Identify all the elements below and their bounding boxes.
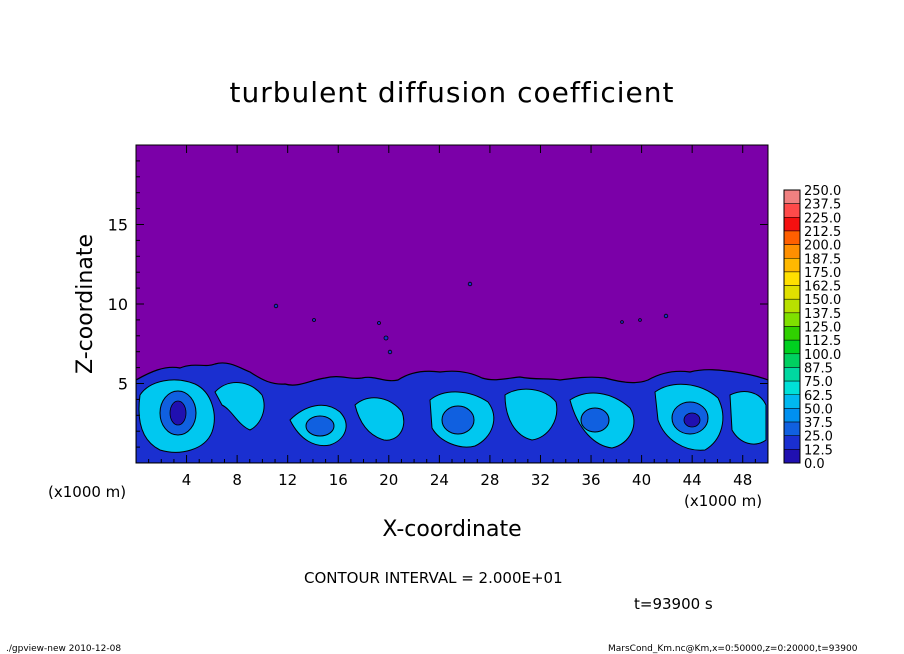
colorbar-label: 0.0 [804,457,825,472]
x-unit-right: (x1000 m) [684,492,762,510]
colorbar-swatch [783,339,801,355]
vortex-inner [169,400,701,428]
plot-area [136,145,768,463]
colorbar-swatch [783,258,801,273]
colorbar-label: 225.0 [804,211,841,226]
colorbar-swatch [783,449,801,464]
colorbar-swatch [783,312,801,327]
colorbar-label: 212.5 [804,225,841,240]
footer-left: ./gpview-new 2010-12-08 [6,644,121,654]
colorbar-swatch [783,203,801,218]
colorbar-swatch [783,189,801,204]
colorbar-label: 250.0 [804,184,841,199]
x-tick-label: 8 [232,471,242,489]
colorbar-label: 125.0 [804,321,841,336]
colorbar-swatch [783,421,801,436]
x-tick-label: 40 [632,471,651,489]
colorbar-frame [783,189,801,464]
x-axis-label: X-coordinate [382,517,521,542]
x-tick-label: 12 [278,471,297,489]
colorbar-swatch [783,285,801,300]
x-tick-label: 28 [480,471,499,489]
x-tick-label: 44 [683,471,702,489]
colorbar-swatch [783,408,801,423]
y-axis-label: Z-coordinate [73,234,98,374]
colorbar-label: 62.5 [804,389,833,404]
y-tick-label: 15 [108,216,128,235]
colorbar-label: 37.5 [804,416,833,431]
x-tick-label: 48 [733,471,752,489]
contour-interval-label: CONTOUR INTERVAL = 2.000E+01 [304,569,563,587]
colorbar-label: 75.0 [804,375,833,390]
x-unit-left: (x1000 m) [48,483,126,501]
colorbar-label: 50.0 [804,402,833,417]
x-axis-ticks: 4 8 12 16 20 24 28 32 36 40 44 48 [148,145,756,489]
colorbar-swatch [783,435,801,450]
colorbar-label: 150.0 [804,293,841,308]
colorbar-label: 162.5 [804,280,841,295]
colorbar-label: 137.5 [804,307,841,322]
x-tick-label: 16 [329,471,348,489]
colorbar-label: 237.5 [804,198,841,213]
chart-title: turbulent diffusion coefficient [230,76,675,109]
colorbar: 250.0237.5225.0212.5200.0187.5175.0162.5… [783,184,841,472]
colorbar-swatch [783,353,801,368]
colorbar-label: 87.5 [804,361,833,376]
colorbar-label: 25.0 [804,430,833,445]
x-tick-label: 36 [581,471,600,489]
x-tick-label: 20 [379,471,398,489]
colorbar-label: 187.5 [804,252,841,267]
colorbar-swatch [783,298,801,314]
time-label: t=93900 s [634,595,713,613]
vortex-regions [138,379,767,453]
x-tick-label: 24 [430,471,449,489]
colorbar-swatch [783,380,801,396]
colorbar-swatch [783,230,801,245]
y-tick-label: 5 [118,375,128,394]
colorbar-label: 112.5 [804,334,841,349]
scattered-blobs [273,281,669,355]
colorbar-swatch [783,367,801,382]
x-tick-label: 4 [182,471,192,489]
vortex-cores [159,390,709,437]
colorbar-swatch [783,217,801,232]
x-tick-label: 32 [531,471,550,489]
colorbar-swatch [783,394,801,409]
colorbar-label: 200.0 [804,239,841,254]
colorbar-swatch [783,271,801,286]
y-tick-label: 10 [108,295,128,314]
colorbar-swatch [783,244,801,259]
colorbar-label: 175.0 [804,266,841,281]
colorbar-swatch [783,326,801,341]
colorbar-label: 12.5 [804,443,833,458]
y-axis-ticks: 5 10 15 [108,160,768,448]
colorbar-label: 100.0 [804,348,841,363]
footer-right: MarsCond_Km.nc@Km,x=0:50000,z=0:20000,t=… [608,644,858,654]
